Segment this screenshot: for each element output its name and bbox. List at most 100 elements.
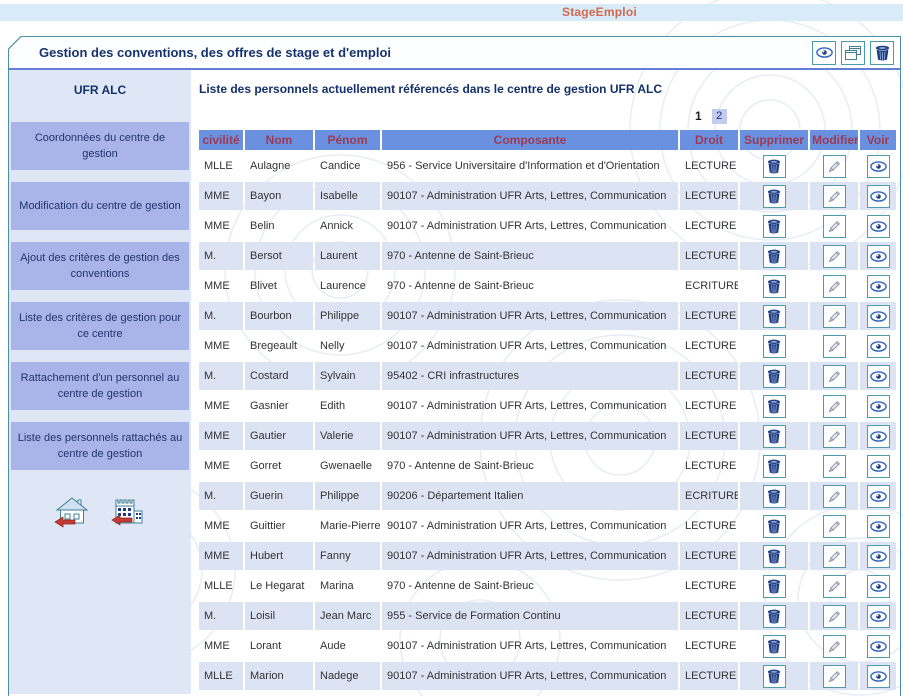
row-delete-button[interactable]	[763, 245, 786, 268]
row-edit-button[interactable]	[823, 515, 846, 538]
cell-action	[860, 212, 896, 240]
table-row: MMEGorretGwenaelle970 - Antenne de Saint…	[199, 452, 896, 480]
sidebar-item-1[interactable]: Modification du centre de gestion	[11, 182, 189, 230]
row-view-button[interactable]	[867, 665, 890, 688]
table-row: MLLEAulagneCandice956 - Service Universi…	[199, 152, 896, 180]
row-view-button[interactable]	[867, 455, 890, 478]
sidebar-item-4[interactable]: Rattachement d'un personnel au centre de…	[11, 362, 189, 410]
row-delete-button[interactable]	[763, 305, 786, 328]
row-edit-button[interactable]	[823, 335, 846, 358]
row-edit-button[interactable]	[823, 275, 846, 298]
row-delete-button[interactable]	[763, 275, 786, 298]
cell-composante: 95402 - CRI infrastructures	[382, 362, 678, 390]
row-view-button[interactable]	[867, 275, 890, 298]
row-view-button[interactable]	[867, 365, 890, 388]
row-edit-button[interactable]	[823, 425, 846, 448]
row-delete-button[interactable]	[763, 515, 786, 538]
row-view-button[interactable]	[867, 425, 890, 448]
row-view-button[interactable]	[867, 215, 890, 238]
row-edit-button[interactable]	[823, 365, 846, 388]
cell-composante: 90107 - Administration UFR Arts, Lettres…	[382, 512, 678, 540]
cell-action	[860, 182, 896, 210]
cell-nom: Gasnier	[245, 392, 313, 420]
eye-icon	[870, 281, 887, 292]
row-view-button[interactable]	[867, 335, 890, 358]
page-number-link[interactable]: 2	[712, 109, 727, 124]
row-edit-button[interactable]	[823, 185, 846, 208]
row-edit-button[interactable]	[823, 455, 846, 478]
cell-civilite: MME	[199, 392, 243, 420]
row-view-button[interactable]	[867, 485, 890, 508]
row-view-button[interactable]	[867, 155, 890, 178]
row-view-button[interactable]	[867, 635, 890, 658]
row-view-button[interactable]	[867, 245, 890, 268]
pencil-icon	[827, 639, 842, 654]
row-delete-button[interactable]	[763, 665, 786, 688]
row-view-button[interactable]	[867, 185, 890, 208]
row-view-button[interactable]	[867, 545, 890, 568]
row-delete-button[interactable]	[763, 635, 786, 658]
row-edit-button[interactable]	[823, 605, 846, 628]
eye-icon	[870, 581, 887, 592]
row-edit-button[interactable]	[823, 485, 846, 508]
delete-button[interactable]	[870, 41, 894, 65]
column-header: Nom	[245, 130, 313, 150]
row-delete-button[interactable]	[763, 335, 786, 358]
module-title: Gestion des conventions, des offres de s…	[39, 45, 391, 60]
sidebar: UFR ALC Coordonnées du centre de gestion…	[9, 70, 191, 694]
row-edit-button[interactable]	[823, 575, 846, 598]
row-delete-button[interactable]	[763, 365, 786, 388]
row-delete-button[interactable]	[763, 155, 786, 178]
pencil-icon	[827, 309, 842, 324]
cell-nom: Le Hegarat	[245, 572, 313, 600]
pencil-icon	[827, 189, 842, 204]
pencil-icon	[827, 369, 842, 384]
cell-civilite: MME	[199, 212, 243, 240]
row-delete-button[interactable]	[763, 485, 786, 508]
row-view-button[interactable]	[867, 515, 890, 538]
row-delete-button[interactable]	[763, 185, 786, 208]
row-delete-button[interactable]	[763, 215, 786, 238]
eye-icon	[870, 251, 887, 262]
row-edit-button[interactable]	[823, 665, 846, 688]
cell-civilite: M.	[199, 362, 243, 390]
view-button[interactable]	[812, 41, 836, 65]
cell-prenom: Marie-Pierre	[315, 512, 380, 540]
pencil-icon	[827, 579, 842, 594]
row-edit-button[interactable]	[823, 305, 846, 328]
row-edit-button[interactable]	[823, 215, 846, 238]
eye-icon	[816, 47, 833, 58]
row-delete-button[interactable]	[763, 425, 786, 448]
cell-prenom: Fanny	[315, 542, 380, 570]
row-delete-button[interactable]	[763, 575, 786, 598]
row-view-button[interactable]	[867, 395, 890, 418]
cell-civilite: MME	[199, 512, 243, 540]
home-exit-button[interactable]	[54, 496, 90, 530]
cell-action	[740, 272, 808, 300]
building-exit-button[interactable]	[110, 496, 146, 530]
cell-nom: Gautier	[245, 422, 313, 450]
row-delete-button[interactable]	[763, 605, 786, 628]
row-view-button[interactable]	[867, 605, 890, 628]
row-view-button[interactable]	[867, 575, 890, 598]
sidebar-item-2[interactable]: Ajout des critères de gestion des conven…	[11, 242, 189, 290]
row-edit-button[interactable]	[823, 245, 846, 268]
row-delete-button[interactable]	[763, 545, 786, 568]
cell-action	[810, 332, 858, 360]
row-edit-button[interactable]	[823, 155, 846, 178]
sidebar-item-0[interactable]: Coordonnées du centre de gestion	[11, 122, 189, 170]
row-edit-button[interactable]	[823, 545, 846, 568]
windows-button[interactable]	[841, 41, 865, 65]
cell-prenom: Aude	[315, 632, 380, 660]
eye-icon	[870, 641, 887, 652]
sidebar-item-3[interactable]: Liste des critères de gestion pour ce ce…	[11, 302, 189, 350]
row-edit-button[interactable]	[823, 395, 846, 418]
row-view-button[interactable]	[867, 305, 890, 328]
row-edit-button[interactable]	[823, 635, 846, 658]
row-delete-button[interactable]	[763, 395, 786, 418]
cell-nom: Guittier	[245, 512, 313, 540]
sidebar-item-5[interactable]: Liste des personnels rattachés au centre…	[11, 422, 189, 470]
trash-icon	[767, 399, 781, 414]
building-exit-icon	[110, 496, 146, 530]
row-delete-button[interactable]	[763, 455, 786, 478]
